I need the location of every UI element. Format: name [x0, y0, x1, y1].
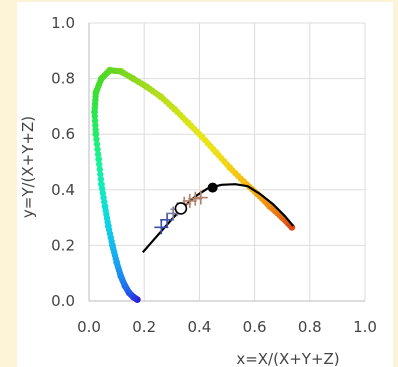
- spectral-locus-point: [96, 166, 103, 173]
- spectral-locus-point: [97, 171, 104, 178]
- y-tick-label: 0.0: [51, 292, 75, 310]
- plus-marker: [193, 190, 208, 205]
- y-axis-title: y=Y/(X+Y+Z): [19, 116, 37, 218]
- spectral-locus-point: [93, 141, 101, 148]
- x-tick-label: 0.4: [187, 318, 211, 336]
- plus-marker: [182, 193, 197, 208]
- plus-marker: [154, 220, 169, 235]
- chart-panel: 0.0 0.2 0.4 0.6 0.8 1.0 0.0 0.2 0.4 0.6 0.8 1.0 x=…: [17, 2, 393, 367]
- x-tick-label: 0.8: [298, 318, 322, 336]
- spectral-locus-point: [288, 223, 296, 231]
- spectral-locus-points: [91, 66, 296, 304]
- spectral-locus-point: [97, 176, 105, 183]
- chromaticity-chart: 0.0 0.2 0.4 0.6 0.8 1.0 0.0 0.2 0.4 0.6 0.8 1.0 x=…: [19, 14, 377, 367]
- x-tick-labels: 0.0 0.2 0.4 0.6 0.8 1.0: [77, 318, 377, 336]
- open-circle-marker: [174, 202, 188, 215]
- y-tick-label: 0.8: [51, 70, 75, 88]
- spectral-locus-point: [94, 151, 102, 158]
- spectral-locus-point: [95, 155, 103, 163]
- spectral-locus-point: [98, 180, 105, 188]
- planckian-locus-line: [141, 183, 295, 254]
- filled-circle-marker: [207, 182, 218, 193]
- x-axis-title: x=X/(X+Y+Z): [236, 350, 339, 367]
- y-tick-label: 0.4: [51, 181, 75, 199]
- y-tick-label: 0.2: [51, 236, 75, 254]
- spectral-locus-point: [94, 146, 101, 153]
- spectral-locus-point: [96, 161, 103, 168]
- y-tick-labels: 0.0 0.2 0.4 0.6 0.8 1.0: [51, 14, 75, 310]
- y-tick-label: 1.0: [51, 14, 75, 32]
- white-point-markers: [154, 182, 218, 235]
- plus-marker: [160, 212, 175, 227]
- plus-marker: [188, 191, 203, 206]
- x-tick-label: 0.0: [77, 318, 101, 336]
- x-tick-label: 0.2: [132, 318, 156, 336]
- spectral-locus-point: [93, 136, 100, 143]
- x-tick-label: 0.6: [243, 318, 267, 336]
- y-tick-label: 0.6: [51, 125, 75, 143]
- x-tick-label: 1.0: [353, 318, 377, 336]
